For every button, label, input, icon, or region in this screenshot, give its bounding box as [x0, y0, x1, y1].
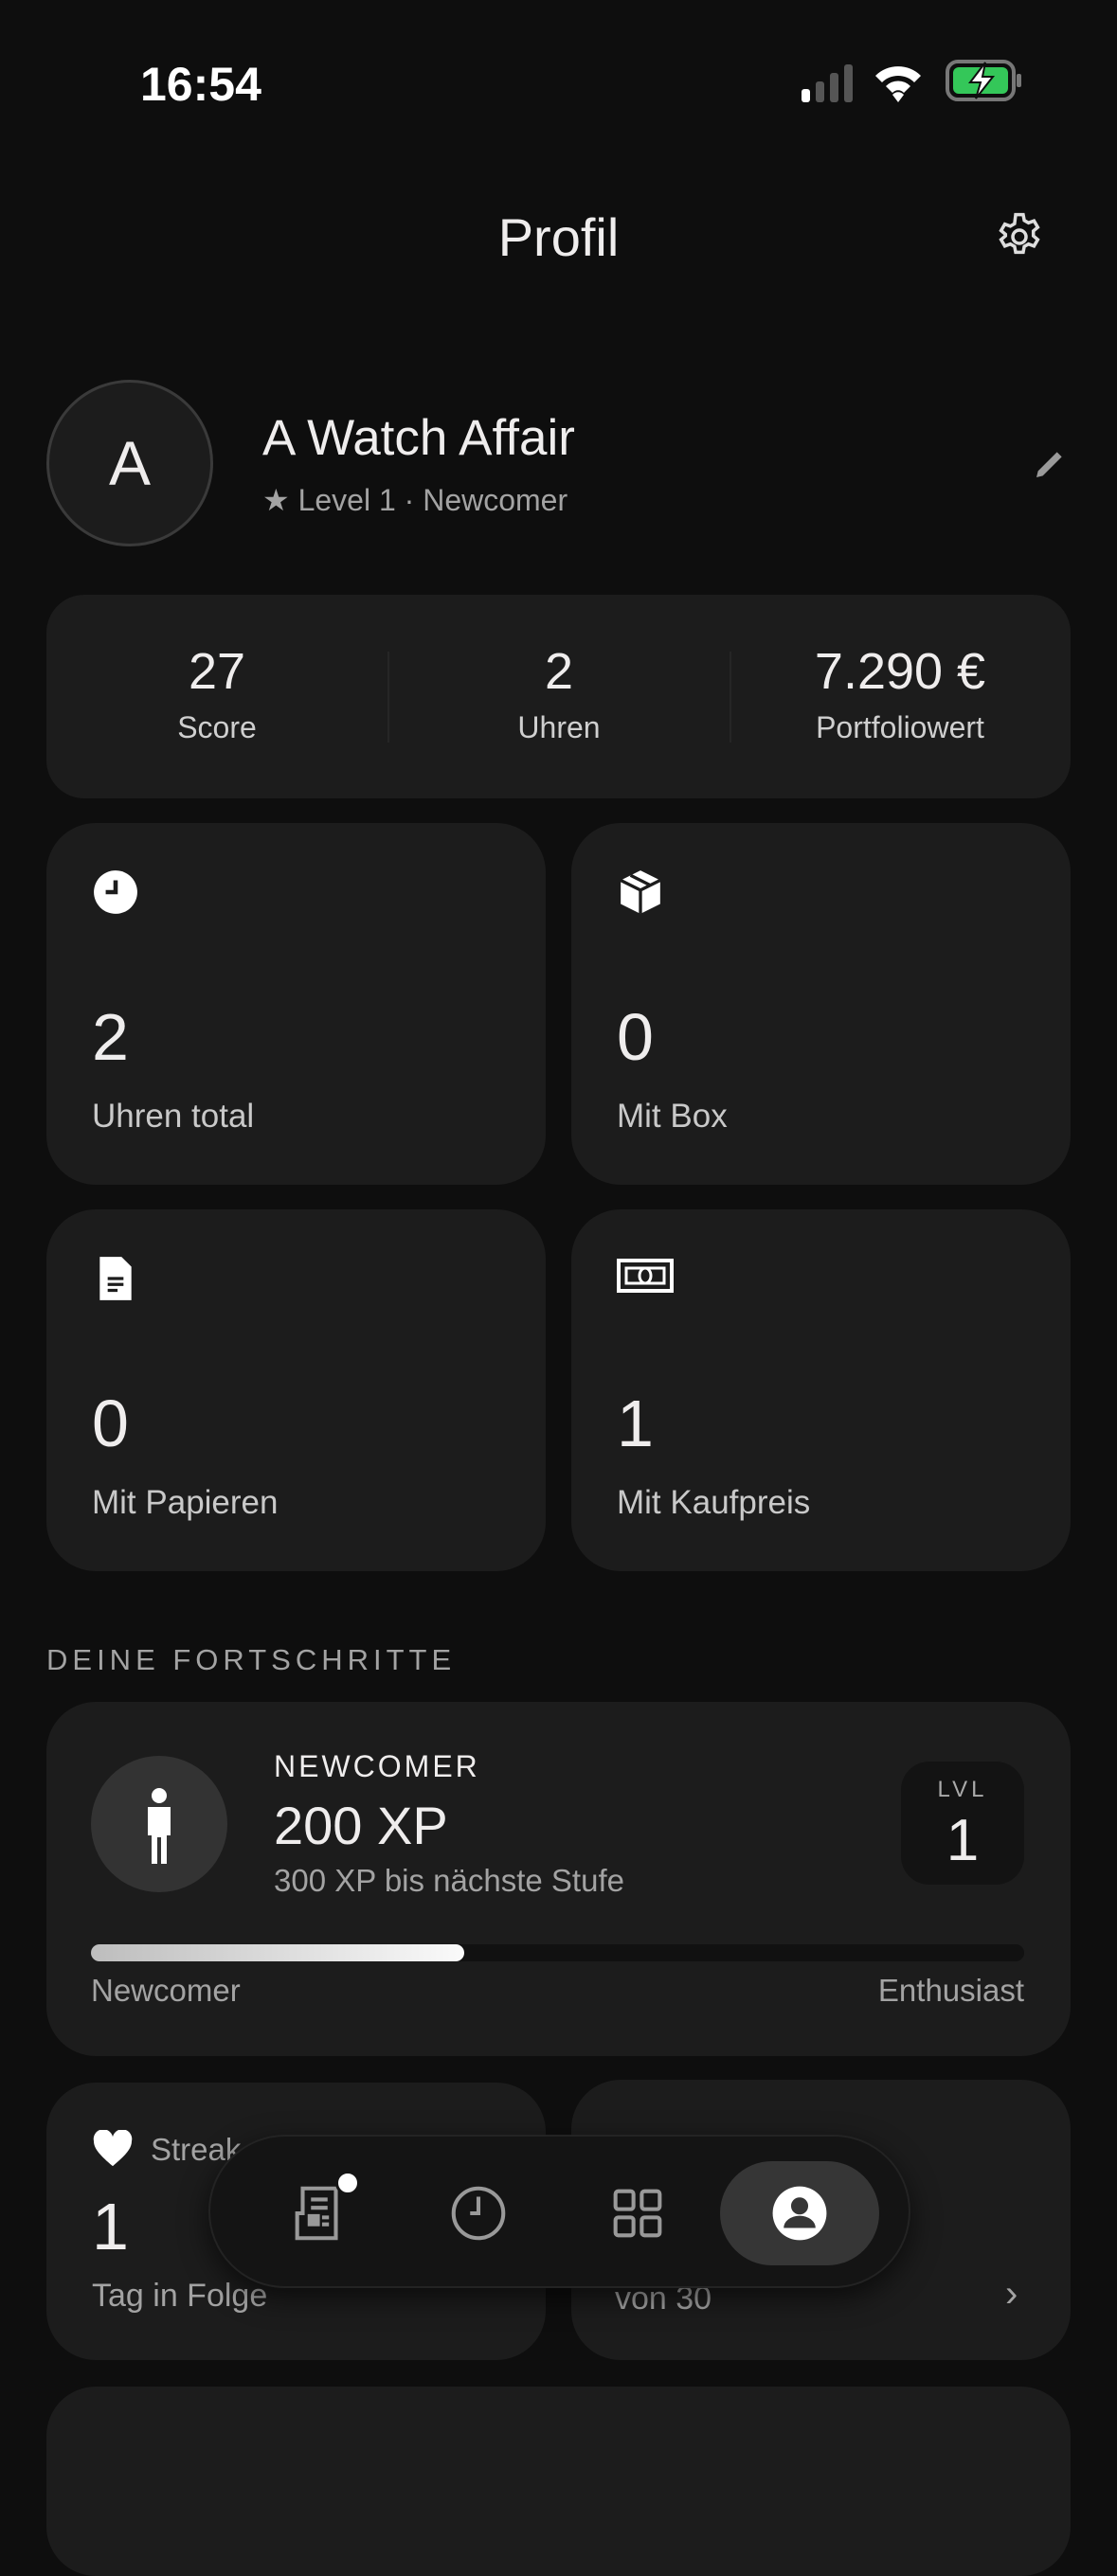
notification-badge [335, 2171, 360, 2195]
star-icon: ★ [262, 483, 290, 517]
card-label: Mit Papieren [92, 1484, 279, 1521]
card-value: 2 [92, 1000, 129, 1074]
xp-remaining: 300 XP bis nächste Stufe [274, 1863, 624, 1898]
card-value: 0 [92, 1386, 129, 1460]
stat-value: 2 [544, 643, 574, 700]
section-title: DEINE FORTSCHRITTE [46, 1643, 457, 1676]
streak-label: Tag in Folge [92, 2278, 268, 2314]
wifi-icon [874, 61, 923, 102]
card-value: 0 [617, 1000, 654, 1074]
profile-name: A Watch Affair [262, 410, 575, 466]
stat-label: Uhren [517, 710, 601, 744]
tab-news[interactable] [286, 2171, 360, 2246]
profile-level: ★ Level 1 · Newcomer [262, 482, 568, 518]
stat-value: 7.290 € [814, 643, 986, 700]
level-badge: LVL 1 [901, 1762, 1024, 1885]
stats-card: 27 Score 2 Uhren 7.290 € Portfoliowert [46, 595, 1071, 798]
divider [387, 652, 389, 742]
edit-pencil-icon[interactable] [1032, 444, 1070, 482]
stat-value: 27 [188, 643, 246, 700]
level-label: LVL [937, 1777, 988, 1802]
person-icon [91, 1756, 227, 1892]
document-icon [92, 1255, 139, 1302]
progress-card[interactable]: NEWCOMER 200 XP 300 XP bis nächste Stufe… [46, 1702, 1071, 2056]
signal-icon [802, 64, 858, 102]
next-card [46, 2387, 1071, 2576]
tab-profile[interactable] [720, 2161, 879, 2265]
heart-icon [92, 2129, 134, 2173]
card-with-papers[interactable]: 0 Mit Papieren [46, 1209, 546, 1571]
status-time: 16:54 [140, 58, 261, 111]
streak-value: 1 [92, 2190, 129, 2263]
avatar[interactable]: A [46, 380, 213, 546]
card-with-box[interactable]: 0 Mit Box [571, 823, 1071, 1185]
xp-progress-bar [91, 1944, 1024, 1961]
banknote-icon [617, 1255, 674, 1302]
chevron-right-icon[interactable]: › [1005, 2273, 1018, 2315]
card-label: Uhren total [92, 1098, 255, 1135]
xp-value: 200 XP [274, 1796, 448, 1855]
progress-to: Enthusiast [877, 1973, 1024, 2008]
progress-from: Newcomer [91, 1973, 241, 2008]
rank-label: NEWCOMER [274, 1749, 480, 1783]
level-text: Level 1 · Newcomer [297, 483, 568, 517]
card-label: Mit Kaufpreis [617, 1484, 811, 1521]
page-title: Profil [497, 207, 620, 267]
level-value: 1 [946, 1808, 980, 1873]
tab-collection[interactable] [604, 2180, 671, 2246]
divider [730, 652, 731, 742]
tab-bar [208, 2135, 910, 2288]
battery-icon [946, 59, 1023, 102]
card-watches-total[interactable]: 2 Uhren total [46, 823, 546, 1185]
gear-icon[interactable] [993, 210, 1046, 263]
card-label: Mit Box [617, 1098, 728, 1135]
card-value: 1 [617, 1386, 654, 1460]
xp-progress-fill [91, 1944, 464, 1961]
stat-label: Portfoliowert [816, 710, 984, 744]
box-icon [617, 868, 664, 916]
stat-label: Score [177, 710, 257, 744]
tab-watches[interactable] [445, 2180, 512, 2246]
card-with-price[interactable]: 1 Mit Kaufpreis [571, 1209, 1071, 1571]
clock-icon [92, 868, 139, 916]
